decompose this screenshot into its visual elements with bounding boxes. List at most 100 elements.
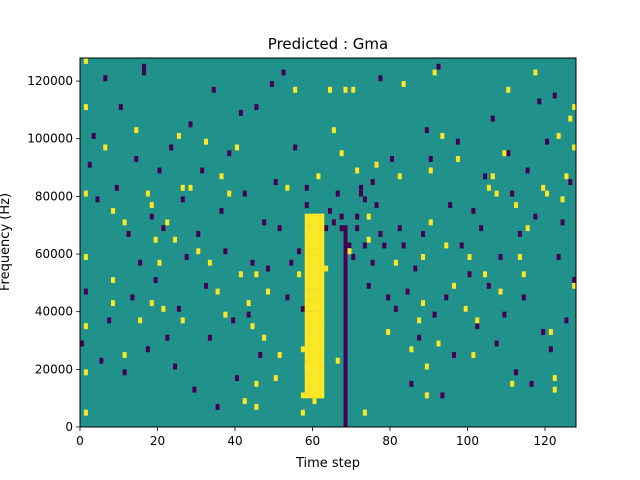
heatmap-cell-low — [343, 357, 348, 364]
heatmap-cell-high — [83, 323, 88, 330]
heatmap-cell-low — [227, 150, 232, 157]
heatmap-cell-low — [211, 86, 216, 93]
heatmap-cell-low — [370, 259, 375, 266]
heatmap-cell-low — [417, 334, 422, 341]
heatmap-cell-low — [180, 196, 185, 203]
heatmap-cell-high — [560, 196, 565, 203]
heatmap-cell-low — [118, 104, 123, 111]
heatmap-cell-low — [99, 357, 104, 364]
heatmap-cell-low — [378, 230, 383, 237]
heatmap-cell-low — [483, 173, 488, 180]
heatmap-cell-high — [320, 294, 325, 301]
heatmap-cell-high — [320, 236, 325, 243]
x-tick-label: 20 — [150, 434, 165, 448]
heatmap-cell-low — [184, 254, 189, 260]
heatmap-cell-low — [343, 380, 348, 387]
heatmap-cell-low — [343, 398, 348, 405]
heatmap-cell-low — [343, 277, 348, 284]
heatmap-cell-high — [545, 190, 550, 197]
heatmap-cell-high — [227, 190, 232, 197]
heatmap-cell-low — [475, 323, 480, 330]
heatmap-cell-high — [320, 230, 325, 237]
heatmap-cell-low — [374, 202, 379, 209]
heatmap-cell-high — [138, 317, 143, 324]
heatmap-cell-low — [343, 259, 348, 266]
heatmap-cell-high — [277, 352, 282, 358]
heatmap-cell-low — [366, 282, 371, 289]
heatmap-cell-low — [370, 179, 375, 185]
heatmap-cell-high — [312, 225, 317, 232]
heatmap-cell-low — [541, 328, 546, 335]
heatmap-cell-high — [304, 236, 309, 243]
heatmap-cell-low — [397, 225, 402, 232]
heatmap-cell-high — [347, 248, 352, 255]
y-axis-label: Frequency (Hz) — [0, 193, 13, 291]
heatmap-cell-high — [312, 380, 317, 387]
heatmap-cell-high — [308, 225, 313, 232]
heatmap-cell-low — [196, 230, 201, 237]
heatmap-cell-low — [103, 75, 108, 82]
heatmap-cell-high — [83, 409, 88, 416]
heatmap-cell-low — [343, 294, 348, 301]
heatmap-cell-low — [297, 248, 302, 255]
heatmap-cell-high — [312, 230, 317, 237]
heatmap-cell-low — [254, 104, 259, 111]
heatmap-cell-high — [316, 248, 321, 255]
heatmap-cell-high — [308, 259, 313, 266]
heatmap-cell-low — [269, 81, 274, 87]
heatmap-cell-high — [316, 300, 321, 307]
heatmap-cell-high — [207, 259, 212, 266]
heatmap-cell-low — [479, 225, 484, 232]
heatmap-cell-high — [320, 323, 325, 330]
heatmap-cell-low — [289, 259, 294, 266]
heatmap-cell-low — [428, 156, 433, 162]
heatmap-cell-high — [312, 357, 317, 364]
heatmap-cell-low — [413, 265, 418, 272]
heatmap-cell-low — [343, 305, 348, 312]
heatmap-cell-high — [304, 242, 309, 249]
heatmap-cell-high — [111, 277, 116, 284]
heatmap-cell-low — [343, 340, 348, 347]
heatmap-cell-high — [312, 375, 317, 382]
heatmap-cell-low — [145, 346, 150, 353]
heatmap-cell-low — [390, 156, 395, 162]
heatmap-cell-low — [452, 352, 457, 358]
chart-title: Predicted : Gma — [268, 35, 388, 53]
heatmap-cell-high — [455, 156, 460, 162]
y-tick-label: 80000 — [35, 189, 73, 203]
heatmap-cell-low — [343, 225, 348, 232]
heatmap-cell-low — [560, 219, 565, 226]
heatmap-cell-high — [308, 254, 313, 260]
heatmap-cell-high — [316, 317, 321, 324]
heatmap-cell-high — [250, 323, 255, 330]
heatmap-cell-high — [320, 213, 325, 220]
heatmap-cell-low — [343, 317, 348, 324]
heatmap-cell-low — [242, 190, 247, 197]
heatmap-cell-low — [328, 207, 333, 214]
heatmap-cell-high — [308, 334, 313, 341]
heatmap-cell-high — [320, 334, 325, 341]
heatmap-cell-high — [312, 305, 317, 312]
heatmap-cell-low — [564, 317, 569, 324]
heatmap-cell-high — [320, 369, 325, 376]
heatmap-cell-low — [343, 421, 348, 428]
heatmap-cell-high — [502, 150, 507, 157]
x-axis: 0 20 40 60 80 100 120 — [76, 427, 556, 448]
heatmap-cell-high — [308, 375, 313, 382]
heatmap-cell-low — [432, 311, 437, 318]
heatmap-cell-high — [312, 300, 317, 307]
heatmap-cell-high — [320, 352, 325, 358]
heatmap-cell-low — [95, 196, 100, 203]
heatmap-cell-high — [397, 173, 402, 180]
heatmap-cell-low — [207, 334, 212, 341]
heatmap-cell-low — [122, 369, 127, 376]
heatmap-cell-low — [359, 184, 364, 191]
heatmap-cell-high — [568, 115, 573, 122]
heatmap-cell-high — [308, 265, 313, 272]
heatmap-cell-low — [300, 305, 305, 312]
heatmap-cell-high — [304, 259, 309, 266]
heatmap-cell-high — [335, 357, 340, 364]
heatmap-cell-high — [421, 300, 426, 307]
heatmap-cell-high — [215, 288, 220, 295]
